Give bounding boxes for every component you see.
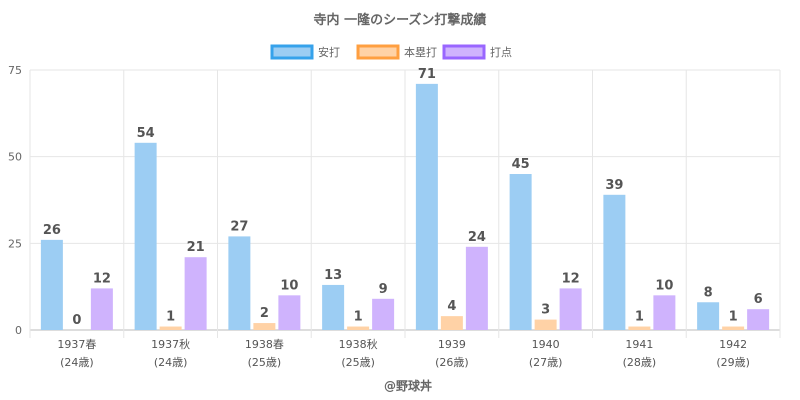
y-tick-label: 0 [15, 324, 22, 337]
bar-安打-1938春 [228, 236, 251, 330]
data-label: 26 [43, 223, 61, 238]
data-label: 6 [754, 292, 763, 307]
data-label: 24 [468, 230, 486, 245]
legend-label-2: 本塁打 [404, 45, 437, 59]
bar-安打-1937秋 [134, 142, 157, 330]
x-tick-label: 1940 [532, 338, 560, 351]
bar-本塁打-1940 [534, 319, 557, 330]
bar-安打-1941 [603, 194, 626, 330]
x-axis: 1937春 (24歳) 1937秋 (24歳) 1938春 (25歳) 1938秋 (25歳)… [57, 337, 750, 369]
bar-本塁打-1941 [628, 326, 651, 330]
x-tick-label: 1938秋 [339, 337, 378, 351]
y-tick-label: 50 [8, 151, 22, 164]
legend: 安打 本塁打 打点 [270, 44, 512, 60]
bar-安打-1937春 [40, 239, 63, 330]
legend-swatch-2 [356, 44, 400, 60]
bar-打点-1938春 [278, 295, 301, 330]
bar-安打-1940 [509, 174, 532, 330]
data-label: 4 [447, 299, 456, 314]
legend-label-1: 安打 [318, 45, 340, 59]
bar-打点-1937秋 [184, 257, 207, 330]
grid: 0 25 50 75 [8, 64, 781, 338]
data-label: 1 [635, 310, 644, 325]
bar-打点-1942 [747, 309, 770, 330]
data-label: 21 [187, 240, 205, 255]
legend-label-3: 打点 [490, 45, 512, 59]
chart-title: 寺内 一隆のシーズン打撃成績 [314, 12, 487, 28]
data-labels: 26 0 12 54 1 21 27 2 10 13 1 9 71 4 24 45 3 12 39 1 10 8 1 6 [43, 67, 763, 328]
data-label: 13 [324, 268, 342, 283]
bar-本塁打-1938春 [253, 323, 276, 330]
bar-安打-1939 [415, 83, 438, 330]
x-tick-sublabel: (24歳) [154, 356, 188, 369]
data-label: 8 [704, 285, 713, 300]
bar-安打-1938秋 [322, 284, 345, 330]
x-tick-sublabel: (29歳) [716, 356, 750, 369]
x-tick-label: 1937春 [57, 338, 96, 351]
x-tick-sublabel: (24歳) [60, 356, 94, 369]
data-label: 27 [230, 219, 248, 234]
data-label: 1 [729, 310, 738, 325]
legend-swatch-1 [270, 44, 314, 60]
bar-本塁打-1938秋 [347, 326, 370, 330]
data-label: 10 [655, 278, 673, 293]
x-tick-sublabel: (28歳) [623, 356, 657, 369]
x-tick-sublabel: (26歳) [435, 356, 469, 369]
data-label: 0 [72, 313, 81, 328]
x-tick-sublabel: (25歳) [341, 356, 375, 369]
x-tick-label: 1941 [625, 338, 653, 351]
data-label: 1 [354, 310, 363, 325]
data-label: 12 [93, 271, 111, 286]
bars [40, 83, 770, 330]
data-label: 10 [280, 278, 298, 293]
bar-本塁打-1939 [440, 316, 463, 330]
bar-打点-1941 [653, 295, 676, 330]
bar-打点-1938秋 [372, 298, 395, 330]
x-tick-sublabel: (27歳) [529, 356, 563, 369]
data-label: 12 [562, 271, 580, 286]
bar-打点-1937春 [90, 288, 113, 330]
bar-打点-1939 [465, 246, 488, 330]
x-tick-label: 1938春 [245, 338, 284, 351]
data-label: 9 [379, 282, 388, 297]
x-tick-label: 1937秋 [151, 337, 190, 351]
data-label: 3 [541, 303, 550, 318]
data-label: 54 [137, 126, 155, 141]
y-tick-label: 75 [8, 64, 22, 77]
x-tick-label: 1942 [719, 338, 747, 351]
data-label: 1 [166, 310, 175, 325]
data-label: 2 [260, 306, 269, 321]
bar-本塁打-1942 [722, 326, 745, 330]
data-label: 39 [605, 178, 623, 193]
credit-text: @野球丼 [384, 378, 432, 393]
bar-安打-1942 [697, 302, 720, 330]
x-tick-sublabel: (25歳) [248, 356, 282, 369]
data-label: 45 [512, 157, 530, 172]
legend-swatch-3 [442, 44, 486, 60]
bar-打点-1940 [559, 288, 582, 330]
bar-本塁打-1937秋 [159, 326, 182, 330]
y-tick-label: 25 [8, 237, 22, 250]
data-label: 71 [418, 67, 436, 82]
x-tick-label: 1939 [438, 338, 466, 351]
